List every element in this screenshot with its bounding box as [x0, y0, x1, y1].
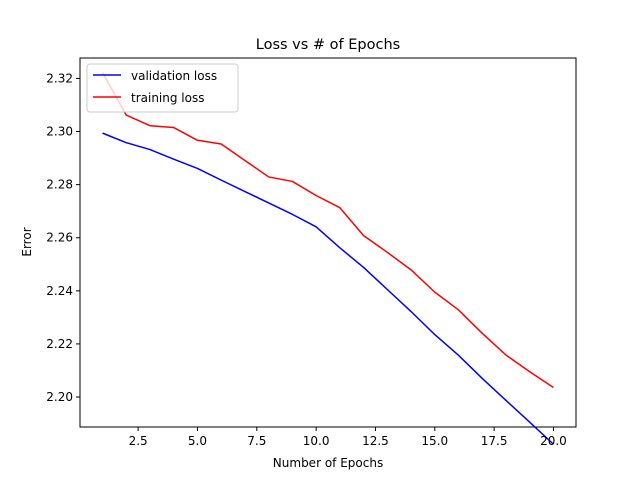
x-tick-label: 17.5 — [481, 434, 508, 448]
y-tick-label: 2.22 — [46, 337, 73, 351]
legend-box — [86, 63, 239, 113]
x-tick-label: 2.5 — [129, 434, 148, 448]
y-axis: 2.20 2.22 2.24 2.26 2.28 2.30 2.32 — [46, 71, 80, 404]
y-tick-label: 2.32 — [46, 71, 73, 85]
plot-area — [79, 57, 577, 445]
x-tick-label: 20.0 — [540, 434, 567, 448]
y-tick-label: 2.20 — [46, 390, 73, 404]
y-tick-label: 2.30 — [46, 125, 73, 139]
series-layer — [101, 71, 554, 445]
y-axis-label: Error — [20, 227, 34, 256]
plot-frame — [79, 57, 577, 428]
x-tick-label: 15.0 — [421, 434, 448, 448]
x-tick-label: 10.0 — [303, 434, 330, 448]
x-tick-label: 5.0 — [188, 434, 207, 448]
legend-label-training-loss: training loss — [131, 91, 204, 105]
x-axis: 2.5 5.0 7.5 10.0 12.5 15.0 17.5 20.0 — [129, 427, 567, 448]
y-tick-label: 2.28 — [46, 178, 73, 192]
x-axis-label: Number of Epochs — [273, 456, 383, 470]
chart-title: Loss vs # of Epochs — [256, 37, 400, 53]
y-tick-label: 2.26 — [46, 231, 73, 245]
series-line-validation-loss — [102, 132, 554, 445]
legend: validation loss training loss — [86, 63, 239, 113]
legend-label-validation-loss: validation loss — [131, 69, 217, 83]
x-tick-label: 12.5 — [362, 434, 389, 448]
x-tick-label: 7.5 — [247, 434, 266, 448]
series-line-training-loss — [101, 71, 554, 389]
y-tick-label: 2.24 — [46, 284, 73, 298]
